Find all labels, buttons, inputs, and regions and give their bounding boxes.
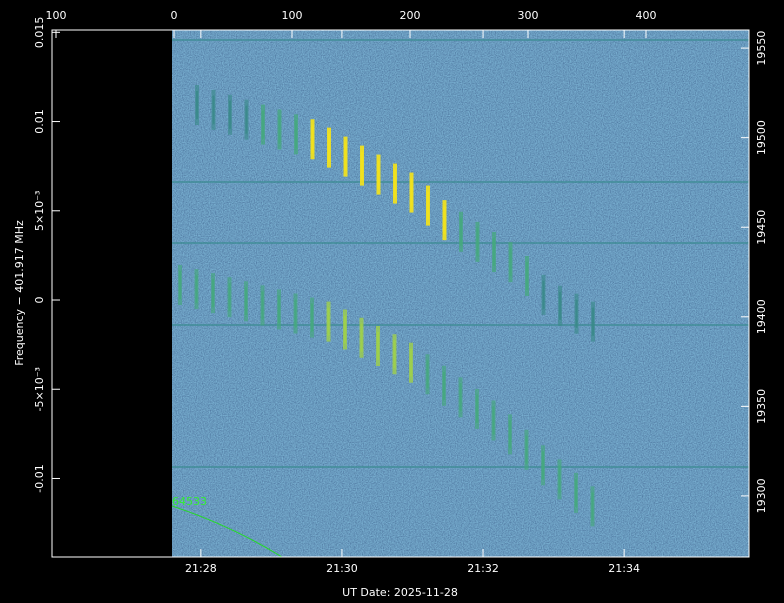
signal-streak	[344, 142, 347, 171]
y2-tick-label: 19450	[755, 210, 768, 245]
signal-streak	[526, 262, 528, 290]
y-tick-label: 0.015	[33, 17, 46, 49]
y-tick-label: 0.01	[33, 109, 46, 134]
interference-line	[172, 181, 749, 183]
y-tick-label: 5×10⁻³	[33, 191, 46, 231]
y2-tick-label: 19550	[755, 31, 768, 66]
signal-streak	[278, 115, 281, 144]
signal-streak	[410, 178, 413, 207]
x2-tick-label: 200	[399, 9, 420, 22]
signal-streak	[261, 291, 264, 320]
y-axis-label: Frequency − 401.917 MHz	[13, 220, 26, 366]
signal-streak	[542, 451, 544, 480]
signal-streak	[360, 323, 363, 352]
interference-line	[172, 39, 749, 41]
interference-line	[172, 466, 749, 468]
x-tick-label: 21:28	[185, 562, 217, 575]
signal-features	[172, 39, 749, 527]
signal-streak	[327, 307, 330, 336]
signal-streak	[196, 91, 198, 119]
signal-streak	[509, 248, 512, 277]
signal-streak	[592, 307, 594, 336]
x2-tick-label: 100	[46, 9, 67, 22]
signal-streak	[443, 371, 445, 400]
signal-streak	[476, 227, 479, 256]
x2-tick-label: 300	[517, 9, 538, 22]
y-tick-label: 0	[33, 297, 46, 304]
x2-tick-label: 100	[282, 9, 303, 22]
signal-streak	[575, 478, 577, 507]
signal-streak	[377, 332, 379, 360]
signal-streak	[377, 160, 380, 189]
signal-streak	[328, 133, 330, 162]
signal-streak	[575, 299, 578, 328]
x2-tick-label: 400	[635, 9, 656, 22]
signal-streak	[179, 271, 181, 299]
signal-streak	[278, 295, 280, 324]
signal-streak	[229, 100, 231, 129]
signal-streak	[393, 340, 396, 369]
signal-streak	[344, 315, 346, 344]
signal-streak	[245, 105, 248, 134]
signal-streak	[559, 291, 561, 320]
signal-streak	[262, 110, 264, 139]
signal-streak	[525, 435, 528, 464]
signal-streak	[591, 492, 594, 521]
x-tick-label: 21:34	[608, 562, 640, 575]
signal-streak	[492, 406, 495, 435]
plot-frame	[51, 29, 750, 558]
y2-tick-label: 19350	[755, 389, 768, 424]
annotation-curve	[171, 505, 283, 558]
signal-streak	[542, 280, 545, 309]
signal-streak	[493, 238, 495, 267]
signal-streak	[228, 283, 231, 312]
x2-tick-label: 0	[171, 9, 178, 22]
interference-line	[172, 324, 749, 326]
waterfall-noise	[172, 30, 749, 557]
signal-streak	[558, 465, 561, 494]
y-tick-label: -5×10⁻³	[33, 367, 46, 411]
signal-streak	[212, 95, 215, 124]
x-tick-label: 21:32	[467, 562, 499, 575]
x-axis-label: UT Date: 2025-11-28	[342, 586, 458, 599]
signal-streak	[459, 383, 462, 412]
signal-streak	[294, 299, 297, 328]
signal-streak	[195, 275, 198, 304]
signal-streak	[427, 191, 429, 220]
signal-streak	[295, 120, 297, 149]
y-tick-label: -0.01	[33, 464, 46, 492]
signal-streak	[212, 279, 214, 308]
signal-streak	[443, 206, 446, 235]
signal-streak	[361, 151, 363, 180]
x-tick-label: 21:30	[326, 562, 358, 575]
signal-streak	[311, 303, 313, 332]
annotation: 64533	[172, 495, 207, 508]
y2-tick-label: 19300	[755, 478, 768, 513]
signal-streak	[509, 420, 511, 449]
signal-streak	[245, 287, 247, 316]
signal-streak	[394, 169, 396, 198]
signal-streak	[410, 348, 412, 377]
signal-streak	[426, 360, 429, 389]
y2-tick-label: 19400	[755, 299, 768, 334]
signal-streak	[460, 217, 462, 246]
signal-streak	[476, 394, 478, 423]
signal-streak	[311, 125, 314, 154]
y2-tick-label: 19500	[755, 120, 768, 155]
